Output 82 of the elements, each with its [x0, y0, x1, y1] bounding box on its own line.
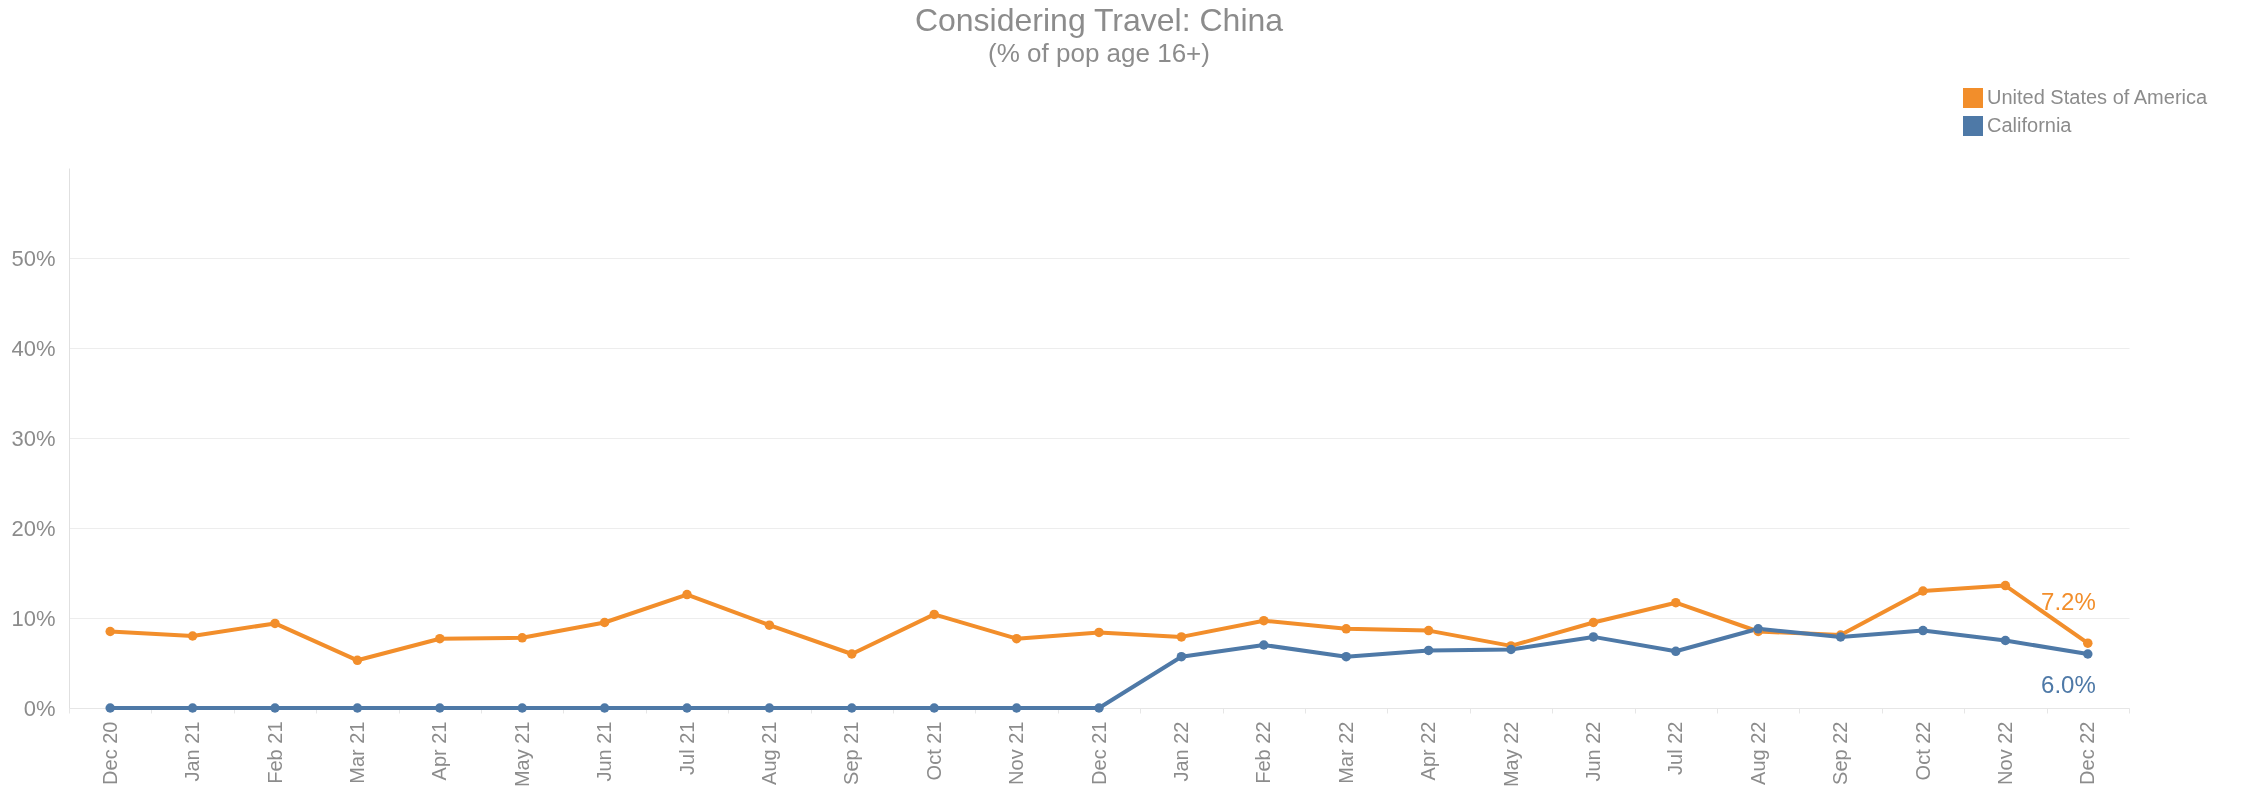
point [929, 609, 939, 620]
point [599, 617, 610, 628]
point [764, 703, 775, 713]
point [517, 703, 527, 713]
point [2000, 580, 2011, 591]
x-tick-label: Nov 22 [1993, 721, 2016, 785]
x-tick-label: Jan 21 [181, 721, 204, 782]
point [1094, 703, 1104, 713]
point [105, 626, 115, 637]
x-tick-label: Apr 22 [1417, 721, 1440, 781]
x-tick-label: Mar 21 [345, 721, 368, 784]
point [270, 703, 280, 713]
point [1176, 632, 1187, 642]
x-tick-label: Sep 22 [1829, 721, 1852, 785]
x-tick-label: Dec 21 [1087, 721, 1110, 785]
y-tick-label: 30% [11, 425, 56, 451]
point [352, 655, 363, 666]
point [682, 589, 692, 600]
x-tick-label: Jun 22 [1581, 721, 1604, 782]
x-tick-label: Jan 22 [1169, 721, 1192, 782]
point [1588, 632, 1599, 642]
point [1918, 586, 1928, 596]
point [105, 703, 115, 713]
point [1011, 703, 1022, 713]
point [1588, 617, 1599, 628]
point [1423, 625, 1434, 636]
point [517, 633, 527, 643]
y-tick-label: 20% [11, 515, 56, 541]
x-tick-label: May 21 [510, 721, 533, 788]
chart-title: Considering Travel: China [914, 2, 1284, 38]
point [1671, 597, 1681, 608]
x-tick-label: Oct 22 [1911, 721, 1934, 781]
y-tick-label: 10% [11, 605, 56, 631]
point [1341, 651, 1351, 662]
point [847, 649, 857, 659]
x-tick-label: Jun 21 [593, 721, 616, 782]
point [1094, 627, 1104, 638]
x-tick-label: Nov 21 [1005, 721, 1028, 785]
point [352, 703, 363, 713]
legend-label: United States of America [1987, 86, 2208, 108]
x-tick-label: Feb 21 [263, 721, 286, 784]
x-tick-label: Oct 21 [922, 721, 945, 781]
x-tick-label: Jul 22 [1664, 721, 1687, 775]
point [1176, 651, 1187, 662]
x-tick-label: Dec 22 [2076, 721, 2099, 785]
x-tick-label: Apr 21 [428, 721, 451, 781]
point [764, 620, 775, 630]
point [1259, 615, 1269, 626]
data-label: 7.2% [2041, 588, 2096, 616]
point [1423, 645, 1434, 656]
point [435, 633, 445, 644]
point [1341, 624, 1351, 634]
x-tick-label: Feb 22 [1252, 721, 1275, 784]
point [599, 703, 610, 713]
x-tick-label: Aug 22 [1746, 721, 1769, 785]
point [435, 703, 445, 713]
point [2000, 635, 2011, 646]
point [682, 703, 692, 713]
point [2083, 649, 2093, 659]
point [270, 618, 280, 629]
point [847, 703, 857, 713]
y-tick-label: 50% [11, 245, 56, 271]
point [1011, 633, 1022, 644]
point [187, 631, 198, 641]
legend-label: California [1987, 114, 2073, 136]
x-tick-label: Jul 21 [675, 721, 698, 775]
data-label: 6.0% [2041, 671, 2096, 698]
point [1259, 640, 1269, 650]
y-tick-label: 0% [23, 695, 56, 721]
x-tick-label: Dec 20 [98, 721, 121, 785]
point [2083, 638, 2093, 648]
point [929, 703, 939, 713]
chart-subtitle: (% of pop age 16+) [988, 38, 1210, 68]
x-tick-label: Aug 21 [757, 721, 780, 785]
x-tick-label: Mar 22 [1334, 721, 1357, 784]
y-tick-label: 40% [11, 335, 56, 361]
point [1671, 646, 1681, 657]
x-tick-label: May 22 [1499, 721, 1522, 788]
point [187, 703, 198, 713]
x-tick-label: Sep 21 [840, 721, 863, 785]
point [1918, 625, 1928, 636]
point [1506, 644, 1516, 655]
